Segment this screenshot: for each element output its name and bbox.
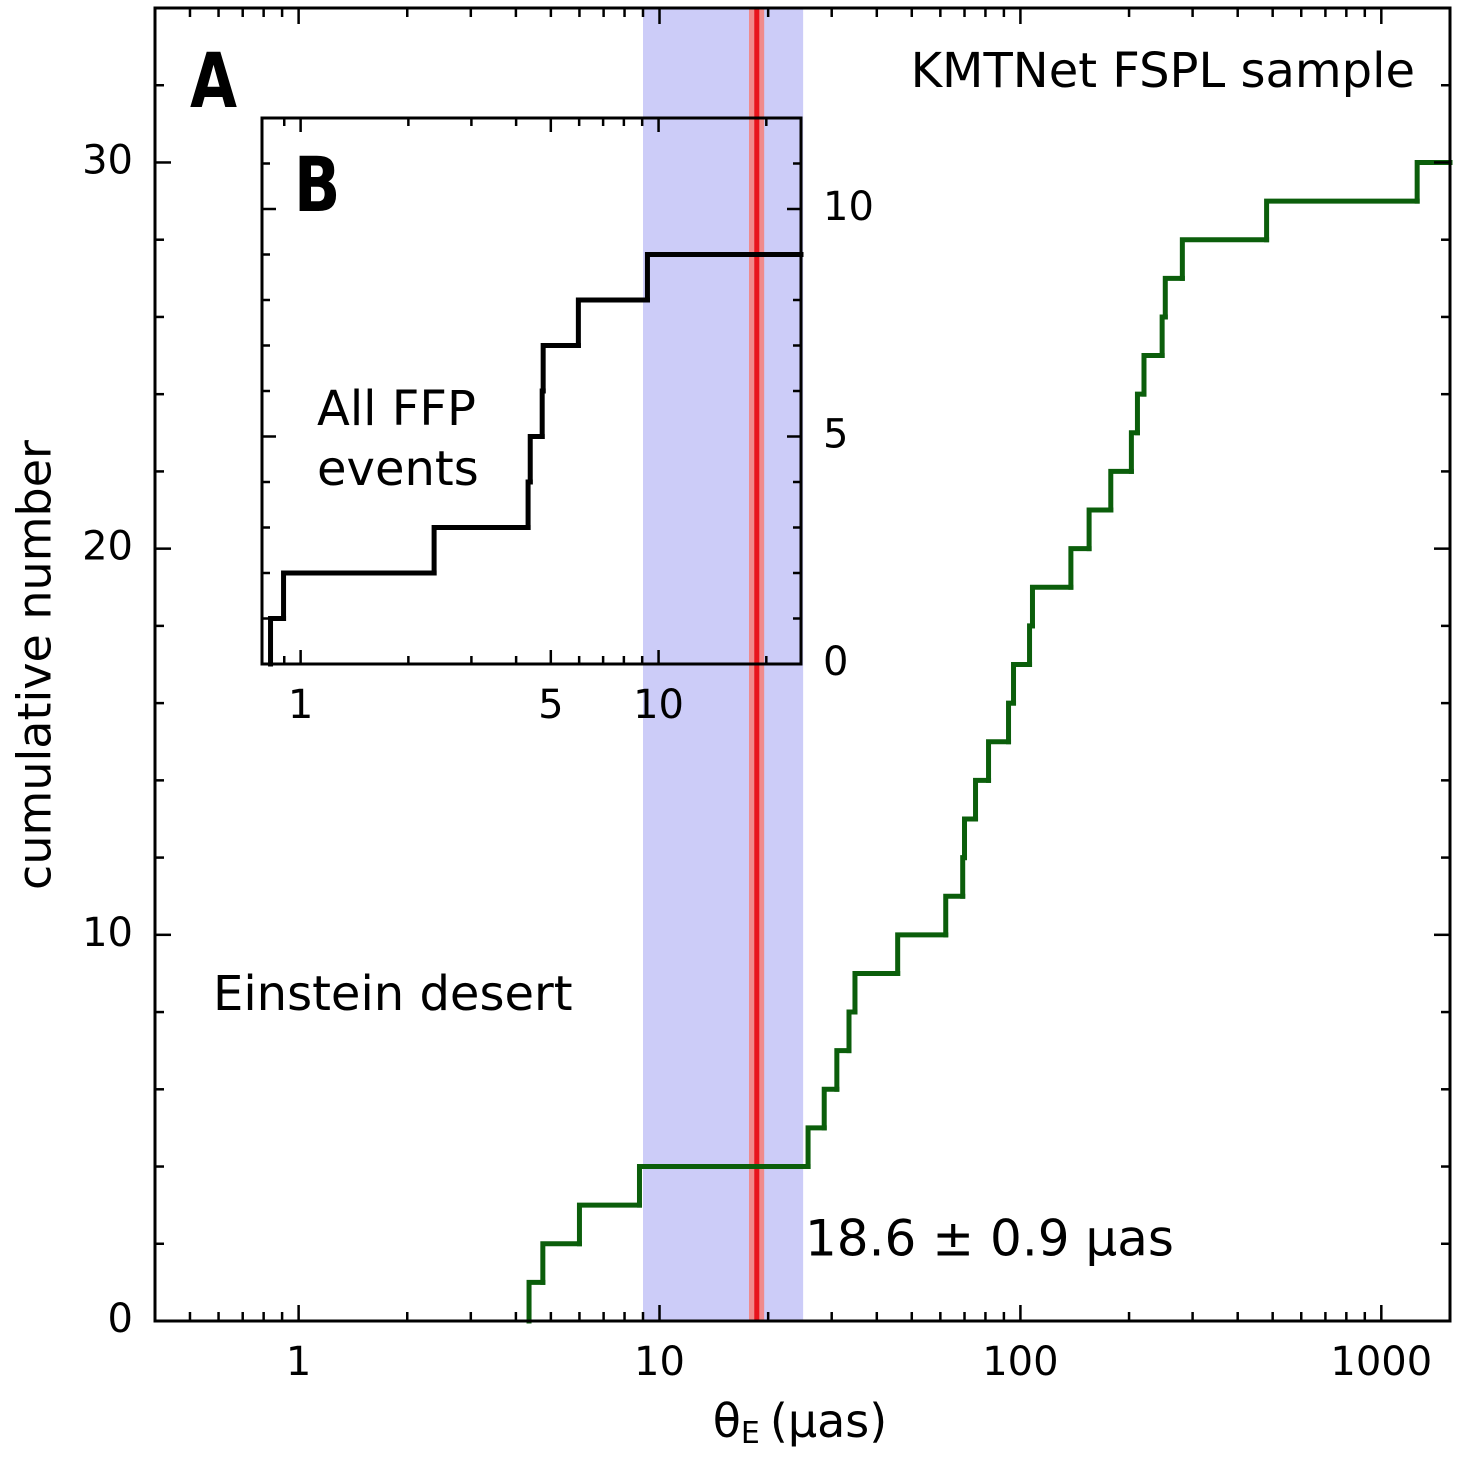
step [1162,275,1185,320]
step [805,1125,827,1170]
step [1027,623,1035,667]
step [644,252,804,303]
x-tick-label: 1 [286,1339,311,1385]
step [821,1086,840,1131]
step [268,616,287,667]
panel-label: B [294,141,340,229]
x-label-symbol: θ [713,1394,741,1448]
marker-label: 18.6 ± 0.9 μas [805,1210,1174,1268]
step [576,1202,642,1247]
chart-title: KMTNet FSPL sample [911,43,1415,99]
step [281,570,437,621]
step [1006,700,1017,745]
y-tick-label: 20 [82,524,133,570]
step [526,1279,546,1324]
x-tick-label: 5 [538,682,563,728]
x-tick-label: 100 [982,1339,1058,1385]
step [431,525,531,576]
panel-label: A [190,37,237,125]
step [1128,430,1140,474]
step [1086,507,1114,552]
step [1068,546,1092,590]
step [895,932,949,976]
step [986,739,1012,783]
x-tick-label: 10 [634,1339,685,1385]
y-axis-label: cumulative number [8,440,62,890]
step [527,434,545,485]
x-tick-label: 10 [633,682,684,728]
step [1264,198,1420,243]
step [540,343,581,394]
plot-frame [153,6,1452,1323]
y-tick-label: 5 [823,412,848,458]
inset-annotation: events [317,441,479,497]
step [539,388,546,439]
step [943,893,966,938]
step [973,777,992,822]
step [1179,237,1270,281]
step [962,816,979,861]
step [846,1009,858,1054]
step [636,1164,811,1208]
step [1159,314,1168,359]
step [852,970,901,1015]
y-tick-label: 10 [823,184,874,230]
step [1029,584,1074,629]
step [834,1048,852,1092]
step [1414,159,1453,204]
step [1141,353,1165,397]
y-tick-label: 30 [82,137,133,183]
inset-annotation: All FFP [317,381,476,437]
step [540,1241,582,1285]
y-tick-label: 10 [82,910,133,956]
desert-label: Einstein desert [213,966,573,1022]
x-axis-label: θE (μas) [713,1394,887,1451]
x-tick-label: 1000 [1330,1339,1432,1385]
step [575,297,650,348]
y-tick-label: 0 [823,639,848,685]
step [960,855,968,899]
x-tick-label: 1 [288,682,313,728]
step [1011,662,1033,706]
step [1134,391,1147,436]
step [525,479,533,530]
step [1108,468,1134,513]
y-tick-label: 0 [108,1296,133,1342]
x-label-unit: (μas) [770,1394,887,1448]
x-label-subscript: E [741,1416,760,1451]
